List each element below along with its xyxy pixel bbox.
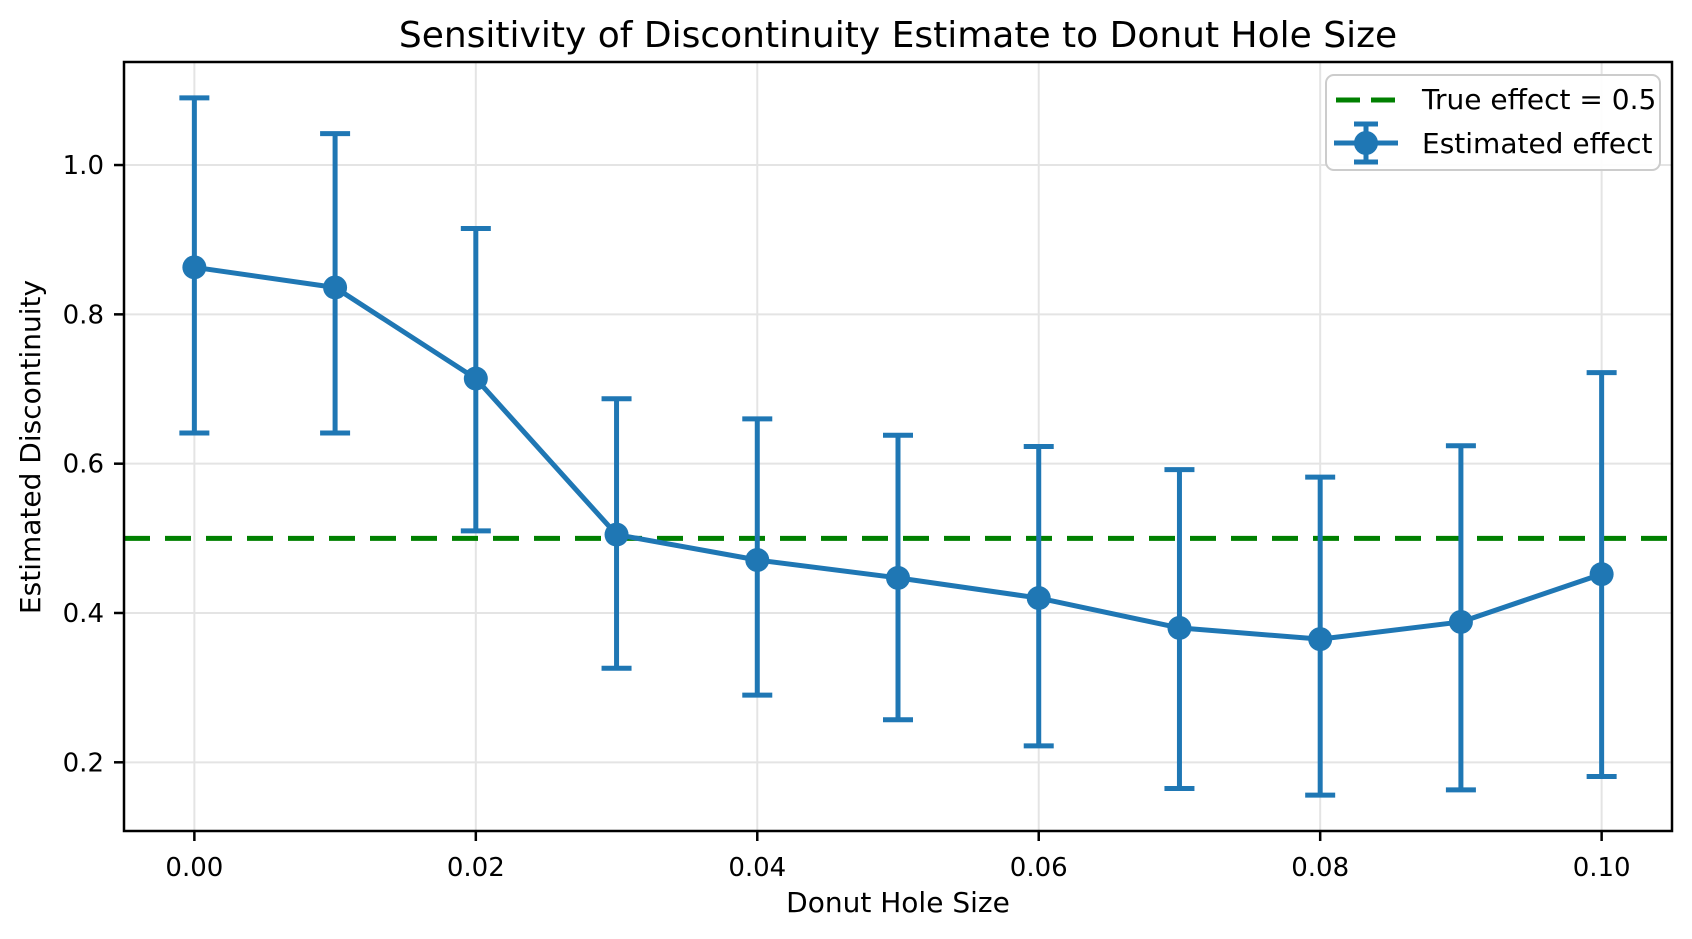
data-point-marker bbox=[1026, 586, 1051, 611]
chart-title: Sensitivity of Discontinuity Estimate to… bbox=[399, 15, 1397, 56]
legend-label-estimated-effect: Estimated effect bbox=[1422, 127, 1652, 160]
data-point-marker bbox=[182, 255, 207, 280]
data-point-marker bbox=[745, 547, 770, 572]
y-tick-label: 1.0 bbox=[63, 151, 104, 181]
data-point-marker bbox=[1308, 627, 1333, 652]
data-point-marker bbox=[604, 522, 629, 547]
y-axis-label: Estimated Discontinuity bbox=[14, 280, 47, 614]
y-tick-label: 0.4 bbox=[63, 599, 104, 629]
y-tick-label: 0.8 bbox=[63, 300, 104, 330]
x-tick-label: 0.10 bbox=[1573, 853, 1631, 883]
legend: True effect = 0.5 Estimated effect bbox=[1325, 74, 1661, 171]
x-tick-label: 0.04 bbox=[728, 853, 786, 883]
x-tick-label: 0.06 bbox=[1010, 853, 1068, 883]
data-point-marker bbox=[1448, 609, 1473, 634]
plot-border bbox=[122, 60, 1674, 833]
legend-label-true-effect: True effect = 0.5 bbox=[1421, 83, 1656, 116]
legend-box bbox=[1325, 74, 1661, 171]
axis-ticks bbox=[114, 163, 1603, 841]
data-point-marker bbox=[1589, 562, 1614, 587]
x-tick-label: 0.00 bbox=[165, 853, 223, 883]
data-point-marker bbox=[463, 366, 488, 391]
legend-errorbar-icon bbox=[1334, 121, 1398, 165]
data-point-marker bbox=[886, 565, 910, 590]
data-point-marker bbox=[1167, 615, 1192, 640]
y-tick-label: 0.6 bbox=[63, 450, 104, 480]
x-axis-label: Donut Hole Size bbox=[786, 886, 1010, 919]
estimated-effect-series bbox=[179, 95, 1617, 798]
x-tick-label: 0.02 bbox=[447, 853, 505, 883]
axes-spines bbox=[122, 60, 1674, 833]
y-tick-label: 0.2 bbox=[63, 748, 104, 778]
data-point-marker bbox=[323, 275, 348, 300]
axis-tick-labels: 0.00 0.02 0.04 0.06 0.08 0.10 0.2 0.4 0.6 0.8 1.0 bbox=[63, 151, 1631, 883]
x-tick-label: 0.08 bbox=[1291, 853, 1349, 883]
